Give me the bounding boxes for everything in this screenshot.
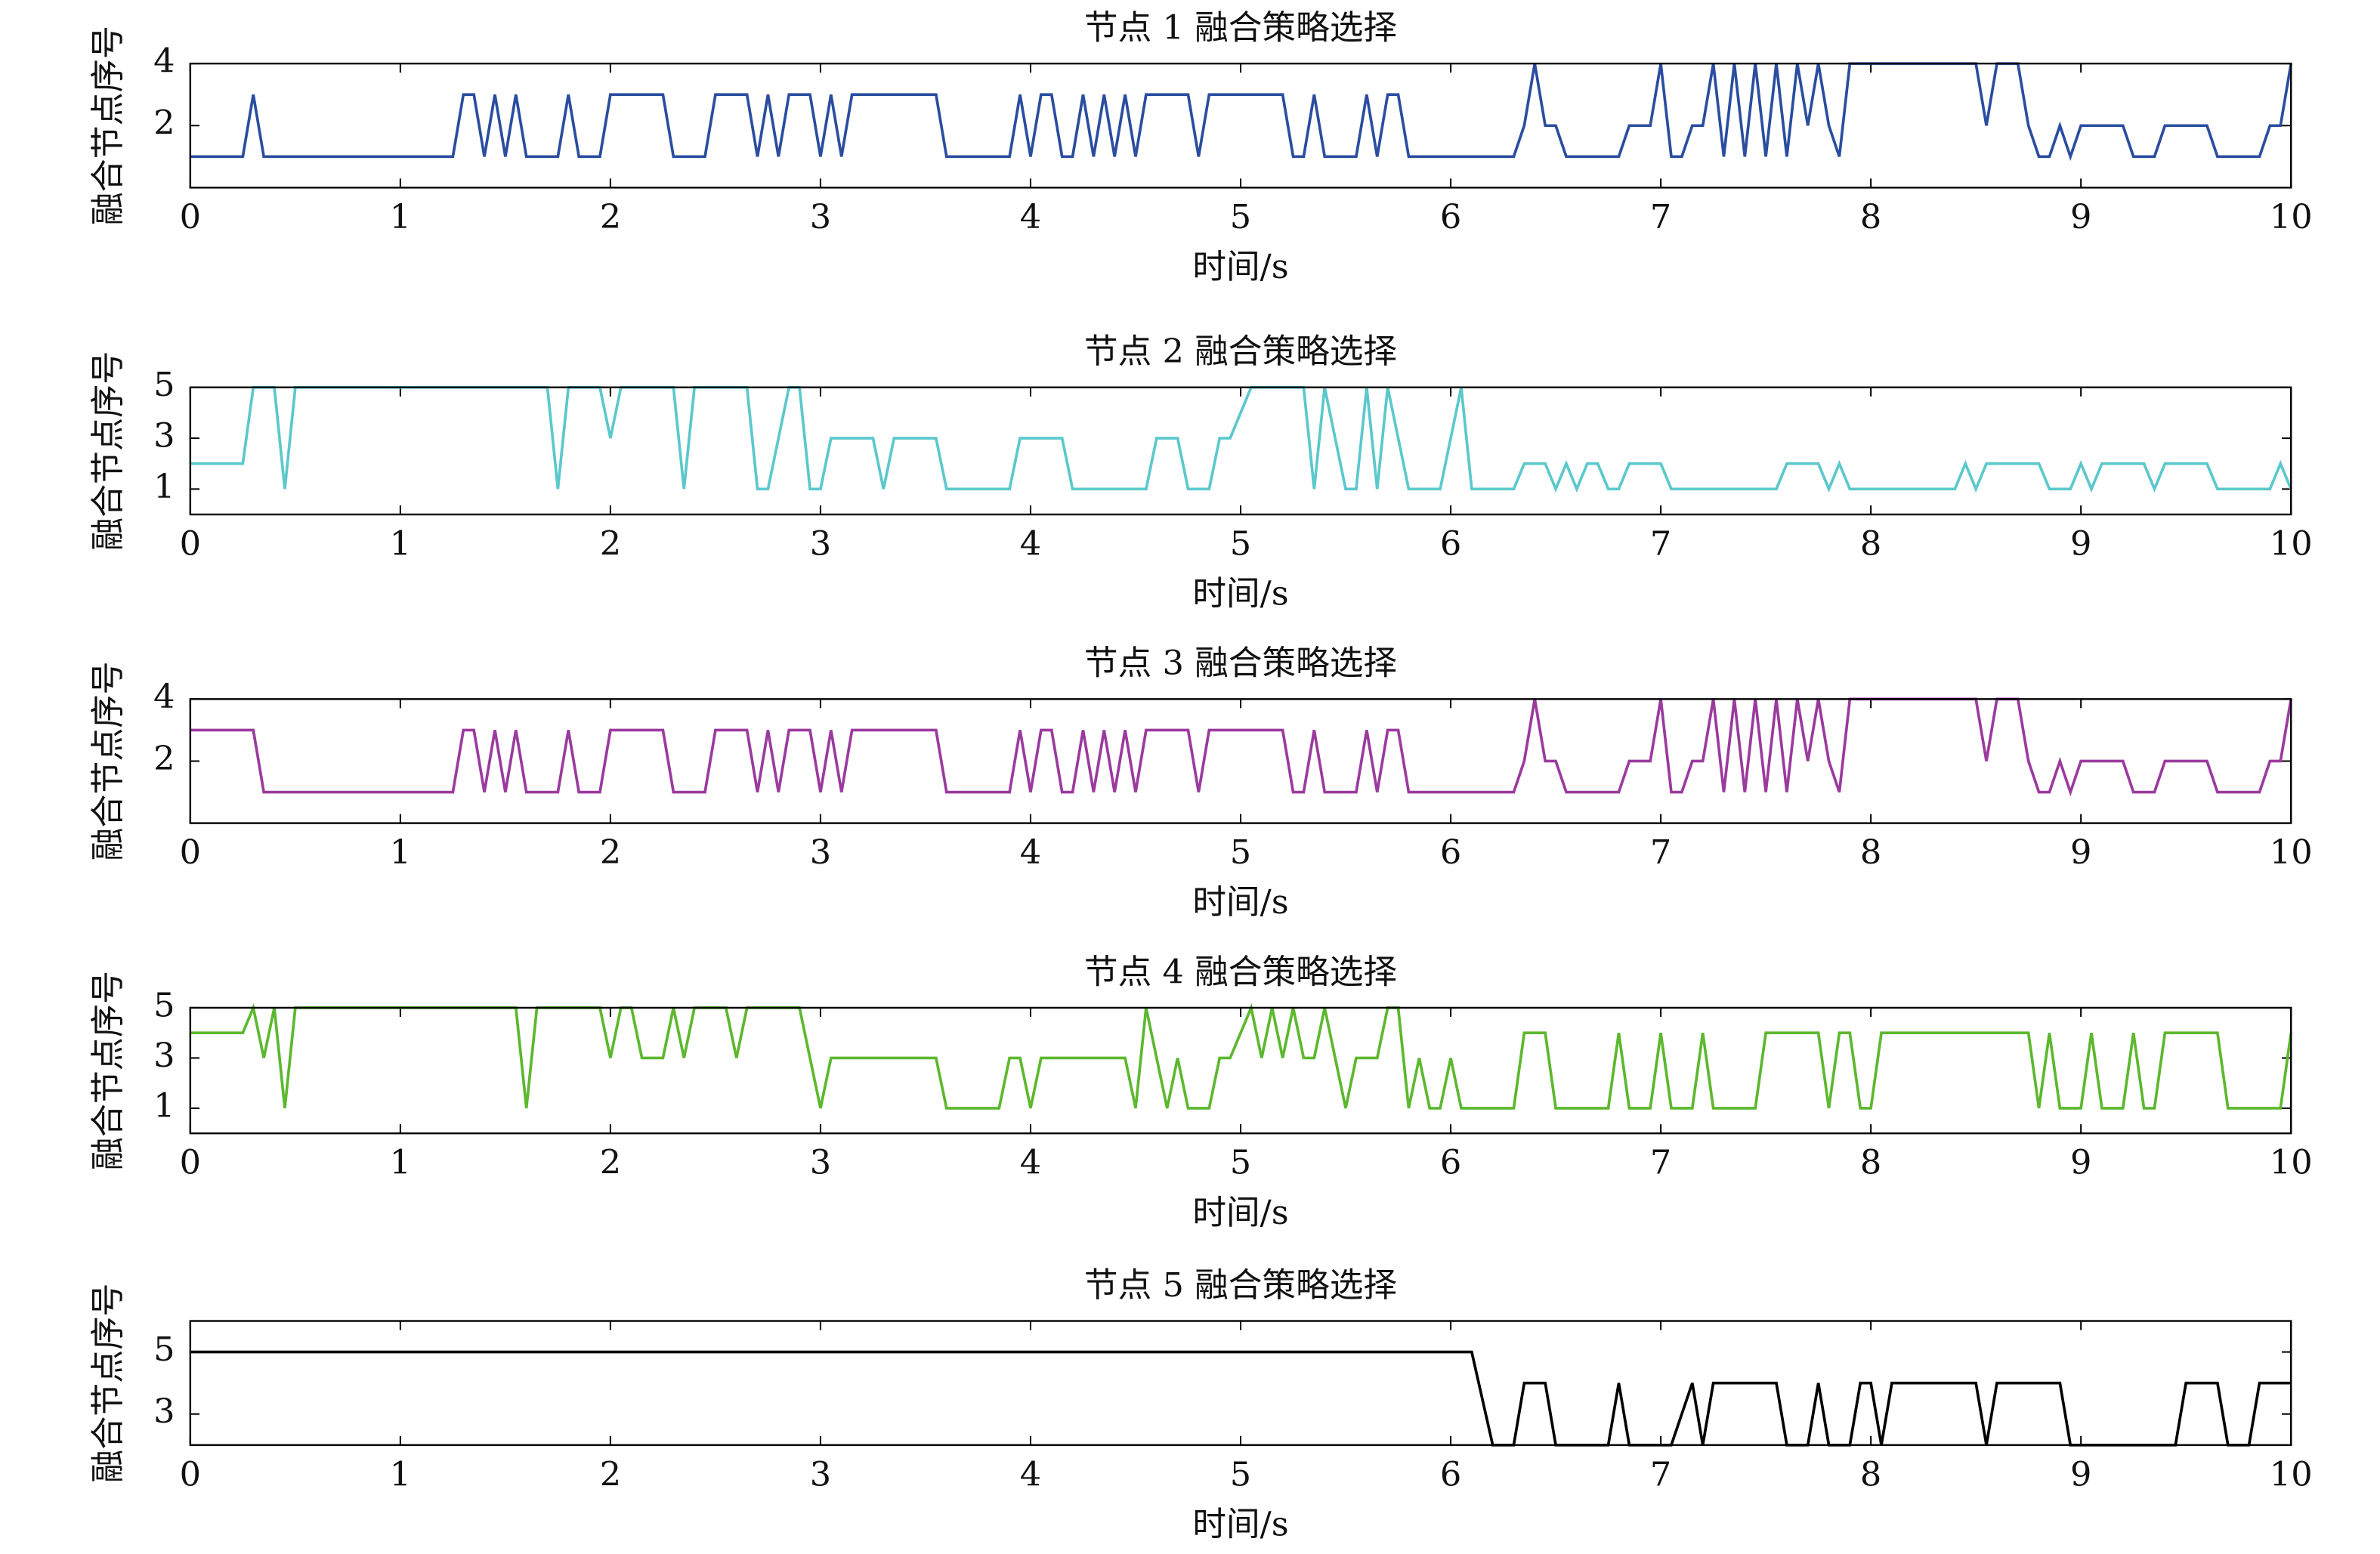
x-tick-label: 8 [1860, 1144, 1881, 1182]
data-line [190, 1003, 2293, 1110]
x-tick-label: 4 [1020, 525, 1041, 564]
y-axis-label: 融合节点序号 [89, 971, 128, 1170]
chart-title: 节点 2 融合策略选择 [1084, 332, 1397, 371]
x-tick-label: 5 [1230, 525, 1251, 564]
x-tick-label: 3 [810, 833, 831, 872]
y-tick-label: 2 [153, 104, 175, 143]
x-axis-label: 时间/s [1192, 883, 1288, 922]
y-tick-label: 5 [153, 1330, 175, 1369]
x-tick-label: 7 [1650, 1144, 1671, 1182]
x-tick-label: 4 [1020, 1144, 1041, 1182]
y-tick-label: 2 [153, 740, 175, 778]
x-tick-label: 0 [180, 1456, 201, 1494]
y-tick-label: 4 [153, 42, 175, 81]
x-axis-label: 时间/s [1192, 575, 1288, 613]
chart-title: 节点 5 融合策略选择 [1084, 1266, 1397, 1305]
x-tick-label: 4 [1020, 833, 1041, 872]
plot-frame [189, 1320, 2292, 1446]
x-tick-label: 8 [1860, 525, 1881, 564]
x-tick-label: 7 [1650, 833, 1671, 872]
x-tick-label: 8 [1860, 833, 1881, 872]
x-tick-label: 2 [600, 1144, 621, 1182]
x-tick-label: 6 [1440, 525, 1461, 564]
x-tick-label: 8 [1860, 198, 1881, 236]
x-axis-label: 时间/s [1192, 1194, 1288, 1232]
y-tick-label: 1 [153, 1087, 175, 1126]
x-tick-label: 1 [390, 198, 411, 236]
y-tick-label: 3 [153, 417, 175, 456]
x-tick-label: 3 [810, 1456, 831, 1494]
x-tick-label: 9 [2070, 1144, 2091, 1182]
x-tick-label: 6 [1440, 1144, 1461, 1182]
x-tick-label: 9 [2070, 525, 2091, 564]
x-tick-label: 5 [1230, 833, 1251, 872]
plot-frame [189, 1006, 2292, 1135]
x-tick-label: 2 [600, 198, 621, 236]
x-axis-label: 时间/s [1192, 1506, 1288, 1544]
plot-frame [189, 386, 2292, 516]
x-tick-label: 10 [2270, 198, 2313, 236]
x-tick-label: 5 [1230, 198, 1251, 236]
x-tick-label: 3 [810, 1144, 831, 1182]
x-tick-label: 4 [1020, 198, 1041, 236]
x-tick-label: 6 [1440, 833, 1461, 872]
data-line [190, 385, 2292, 493]
x-tick-label: 10 [2270, 525, 2313, 564]
x-tick-label: 5 [1230, 1456, 1251, 1494]
x-tick-label: 3 [810, 198, 831, 236]
x-tick-label: 3 [810, 525, 831, 564]
y-tick-label: 4 [153, 678, 175, 716]
plot-frame [189, 62, 2292, 189]
x-tick-label: 9 [2070, 833, 2091, 872]
y-axis-label: 融合节点序号 [89, 1284, 128, 1483]
x-tick-label: 1 [390, 525, 411, 564]
y-tick-label: 3 [153, 1037, 175, 1075]
x-tick-label: 0 [180, 198, 201, 236]
x-tick-label: 8 [1860, 1456, 1881, 1494]
y-tick-label: 1 [153, 468, 175, 506]
x-tick-label: 7 [1650, 525, 1671, 564]
x-tick-label: 2 [600, 1456, 621, 1494]
chart-title: 节点 1 融合策略选择 [1084, 9, 1397, 48]
x-tick-label: 9 [2070, 1456, 2091, 1494]
x-tick-label: 1 [390, 833, 411, 872]
x-tick-label: 7 [1650, 198, 1671, 236]
data-line [190, 697, 2293, 797]
x-tick-label: 2 [600, 525, 621, 564]
x-axis-label: 时间/s [1192, 248, 1288, 286]
data-line [190, 62, 2293, 161]
y-tick-label: 5 [153, 987, 175, 1025]
x-tick-label: 0 [180, 833, 201, 872]
x-tick-label: 2 [600, 833, 621, 872]
x-tick-label: 5 [1230, 1144, 1251, 1182]
x-tick-label: 6 [1440, 198, 1461, 236]
x-tick-label: 9 [2070, 198, 2091, 236]
x-tick-label: 1 [390, 1456, 411, 1494]
x-tick-label: 10 [2270, 1456, 2313, 1494]
y-tick-label: 3 [153, 1392, 175, 1431]
x-tick-label: 0 [180, 525, 201, 564]
data-line [190, 1350, 2292, 1447]
y-tick-label: 5 [153, 366, 175, 404]
chart-title: 节点 4 融合策略选择 [1084, 953, 1397, 992]
y-axis-label: 融合节点序号 [89, 351, 128, 551]
x-tick-label: 7 [1650, 1456, 1671, 1494]
chart-title: 节点 3 融合策略选择 [1084, 644, 1397, 683]
x-tick-label: 4 [1020, 1456, 1041, 1494]
x-tick-label: 10 [2270, 833, 2313, 872]
y-axis-label: 融合节点序号 [89, 661, 128, 860]
y-axis-label: 融合节点序号 [89, 26, 128, 225]
x-tick-label: 1 [390, 1144, 411, 1182]
x-tick-label: 10 [2270, 1144, 2313, 1182]
x-tick-label: 0 [180, 1144, 201, 1182]
x-tick-label: 6 [1440, 1456, 1461, 1494]
plot-frame [189, 698, 2292, 824]
